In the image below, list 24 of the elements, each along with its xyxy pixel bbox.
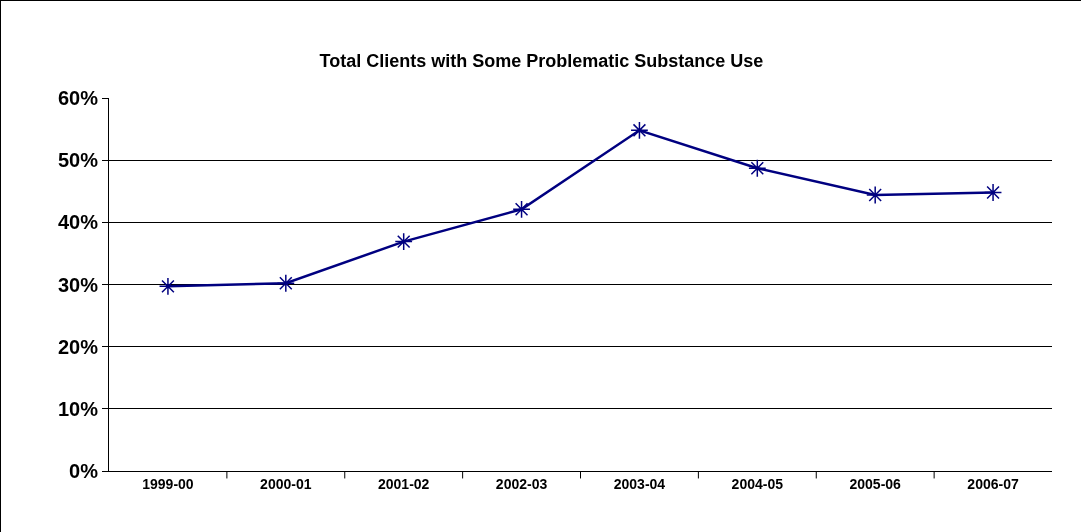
point	[158, 277, 178, 296]
x-tick-label: 1999-00	[142, 475, 194, 492]
y-tick-label: 40%	[57, 211, 99, 234]
x-tick-label: 2002-03	[495, 475, 548, 492]
point	[983, 183, 1003, 202]
x-tick-label: 2000-01	[260, 475, 312, 492]
point	[866, 185, 885, 205]
x-tick-label: 2003-04	[613, 475, 666, 492]
y-tick-label: 20%	[57, 335, 99, 358]
y-tick-label: 0%	[69, 460, 99, 482]
x-tick-label: 2001-02	[377, 475, 430, 492]
x-tick-label: 2006-07	[967, 475, 1019, 492]
y-tick-label: 10%	[57, 397, 99, 420]
x-tick-label: 2004-05	[731, 475, 784, 492]
y-tick-label: 60%	[57, 87, 99, 109]
point	[748, 159, 767, 178]
point	[276, 274, 295, 293]
point	[630, 121, 649, 140]
point	[512, 200, 531, 219]
chart-title: Total Clients with Some Problematic Substance Use	[319, 50, 764, 71]
x-tick-label: 2005-06	[849, 475, 902, 492]
point	[394, 232, 413, 251]
y-tick-label: 50%	[57, 149, 99, 172]
y-tick-label: 30%	[57, 273, 99, 296]
